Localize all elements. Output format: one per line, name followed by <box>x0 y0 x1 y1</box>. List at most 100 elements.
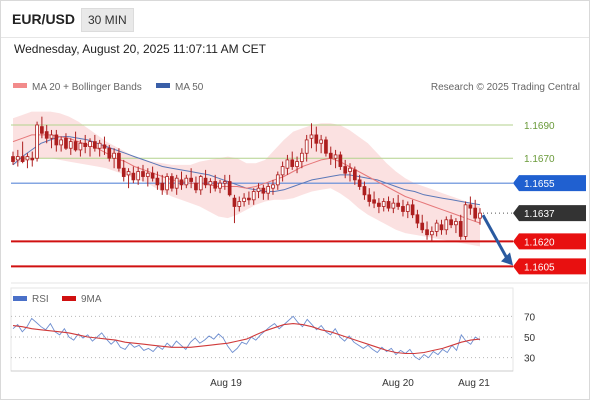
candle <box>468 196 473 215</box>
bb-legend-swatch <box>13 83 27 88</box>
candle-body-down <box>352 169 357 181</box>
pivot-label-tag <box>513 175 586 192</box>
candle <box>444 216 449 235</box>
bollinger-band-area <box>13 111 480 247</box>
candle-body-up <box>251 191 256 201</box>
candle-body-up <box>242 197 246 202</box>
candle <box>463 201 468 240</box>
candle-body-up <box>295 161 299 167</box>
candle <box>107 144 112 162</box>
candle-body-down <box>170 176 174 189</box>
symbol-title: EUR/USD <box>12 11 76 27</box>
rsi-tick-label: 70 <box>524 312 536 323</box>
rsi-legend-label: RSI <box>32 294 49 305</box>
candle <box>256 183 261 199</box>
candle <box>251 188 256 205</box>
candle-body-up <box>405 204 410 212</box>
candle <box>30 151 35 167</box>
candle-body-up <box>198 176 203 191</box>
price-labels-layer: 1.1690 1.1670 1.1655 1.1637 1.1620 1.1605 <box>481 121 586 275</box>
candle <box>97 139 102 157</box>
x-label-aug19: Aug 19 <box>210 378 242 389</box>
candle-body-up <box>237 201 242 207</box>
candle <box>300 148 304 169</box>
candle <box>20 141 25 164</box>
candle-body-down <box>20 156 25 162</box>
candle-body-down <box>410 204 415 216</box>
candle <box>439 219 444 235</box>
candle <box>170 173 174 192</box>
candle <box>266 183 271 200</box>
candle <box>208 178 213 194</box>
candle-body-down <box>362 186 367 196</box>
candle-body-up <box>222 181 227 184</box>
candle <box>131 166 136 184</box>
candle <box>165 173 169 195</box>
candle <box>454 218 458 234</box>
candle-body-down <box>338 154 343 167</box>
candle <box>333 149 338 169</box>
candle <box>179 171 184 190</box>
candle-body-down <box>160 182 165 191</box>
candle-body-up <box>126 171 131 176</box>
candle-body-down <box>328 152 333 159</box>
candle-body-down <box>367 194 372 202</box>
support-label-text: 1.1605 <box>524 262 555 273</box>
candle-body-down <box>179 179 184 186</box>
ma50-legend-swatch <box>156 83 170 88</box>
candle <box>425 221 429 240</box>
candle <box>141 164 145 182</box>
candle-body-up <box>275 174 280 186</box>
candle-body-down <box>194 182 198 191</box>
candle-body-down <box>401 206 405 212</box>
candle <box>314 126 319 152</box>
x-label-aug21: Aug 21 <box>458 378 490 389</box>
candle <box>362 181 367 200</box>
candle <box>218 179 222 194</box>
candle <box>290 151 295 170</box>
chart-header: EUR/USD 30 MIN <box>1 1 589 38</box>
candle-body-down <box>141 171 145 177</box>
candle <box>449 214 453 229</box>
candle-body-down <box>247 197 251 201</box>
rsi-tick-label: 50 <box>524 333 536 344</box>
candle <box>396 194 400 210</box>
levels-layer <box>11 124 513 268</box>
candle-body-down <box>314 134 319 144</box>
candle-body-up <box>59 139 63 146</box>
candle <box>430 226 434 242</box>
candle <box>126 168 131 189</box>
candle-body-up <box>256 187 261 192</box>
candle-body-down <box>40 126 44 134</box>
candle <box>386 196 391 212</box>
candle <box>343 159 348 179</box>
rsi-line <box>12 315 481 361</box>
candle-body-up <box>266 186 271 194</box>
candle <box>25 153 30 169</box>
candle <box>68 138 73 155</box>
candle <box>473 199 478 222</box>
candle-body-down <box>415 214 420 224</box>
rsi-ma-legend-label: 9MA <box>81 294 102 305</box>
candle <box>174 174 179 195</box>
candle-body-down <box>131 172 136 181</box>
x-label-aug20: Aug 20 <box>382 378 414 389</box>
forecast-arrow-head <box>501 252 513 266</box>
candle-body-down <box>227 181 232 196</box>
candle <box>112 148 116 169</box>
candle <box>271 179 275 195</box>
candle-body-down <box>425 229 429 236</box>
support-label-text: 1.1620 <box>524 237 555 248</box>
candle-body-up <box>430 231 434 236</box>
candle <box>155 171 160 190</box>
candle-body-up <box>15 156 20 161</box>
candle-body-up <box>434 222 439 232</box>
timeframe-badge[interactable]: 30 MIN <box>81 8 134 32</box>
candle-body-down <box>30 157 35 161</box>
candle-body-up <box>381 201 386 207</box>
candle-body-down <box>232 197 237 207</box>
resistance-label: 1.1670 <box>524 154 555 165</box>
candle-body-up <box>333 154 338 159</box>
candle-body-up <box>35 124 39 159</box>
candle-body-up <box>145 172 150 177</box>
